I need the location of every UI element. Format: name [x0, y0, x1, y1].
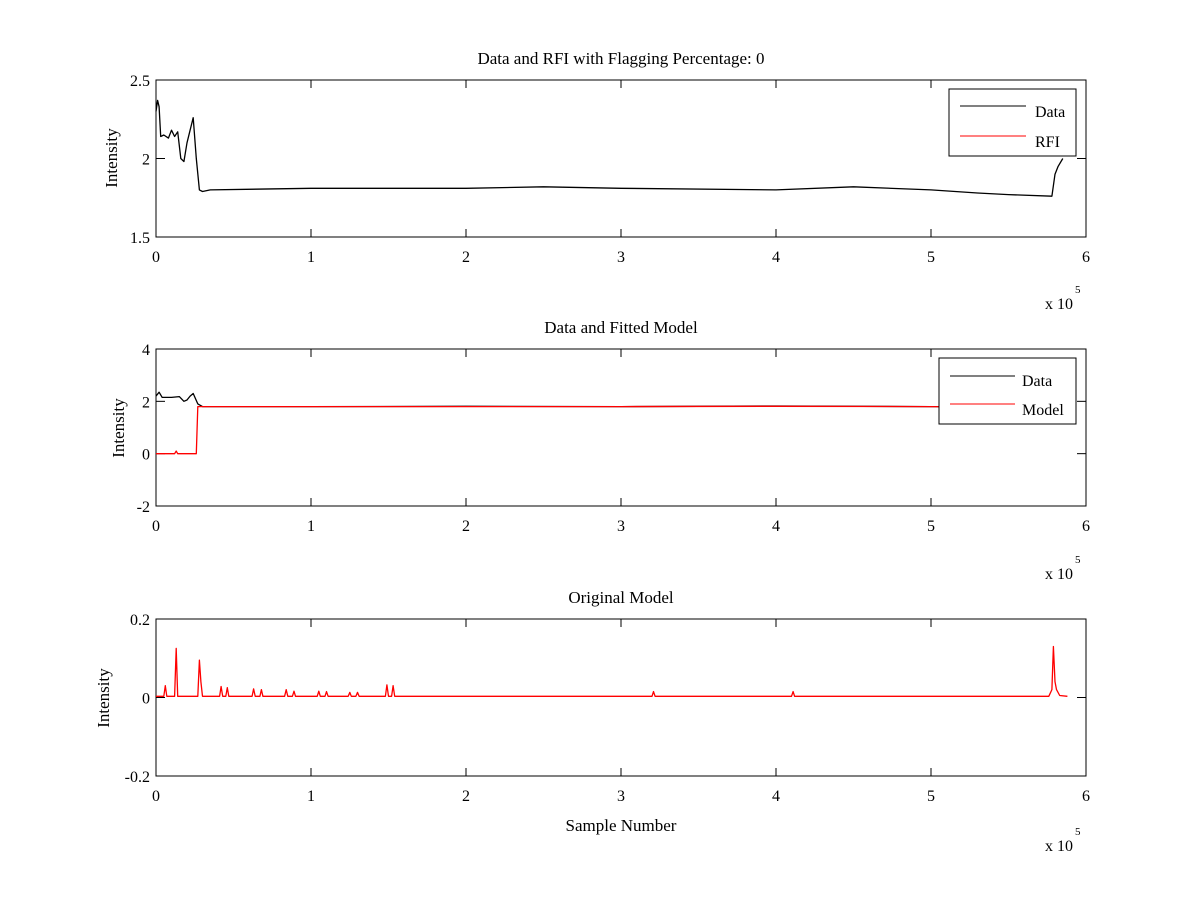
subplot-1-xtick-label: 4 [772, 249, 780, 266]
subplot-3-xtick-label: 1 [307, 788, 315, 805]
subplot-1-ticks: 0 1 2 3 4 5 6 1.5 2 2.5 [130, 73, 1090, 266]
subplot-3-xtick-label: 4 [772, 788, 780, 805]
subplot-2-xtick-label: 6 [1082, 518, 1090, 535]
subplot-3-ylabel: Intensity [94, 668, 113, 728]
subplot-1-series [155, 99, 1064, 197]
subplot-3-xtick-label: 5 [927, 788, 935, 805]
subplot-2-series-model-line [156, 405, 1052, 455]
subplot-2-ytick-label: -2 [137, 499, 150, 516]
subplot-2-legend-label-model: Model [1022, 402, 1064, 419]
subplot-3-xtick-label: 6 [1082, 788, 1090, 805]
subplot-3-ytick-label: 0.2 [130, 612, 150, 629]
subplot-3-series-original-model-line [156, 645, 1068, 697]
subplot-1-xtick-label: 2 [462, 249, 470, 266]
subplot-1-legend-box [948, 88, 1077, 157]
subplot-3-title: Original Model [568, 588, 674, 607]
subplot-3-x-multiplier-base: x 10 [1045, 838, 1073, 855]
subplot-3-xlabel: Sample Number [566, 816, 677, 835]
subplot-3-xtick-label: 2 [462, 788, 470, 805]
subplot-2-xtick-label: 3 [617, 518, 625, 535]
subplot-2-ylabel: Intensity [109, 398, 128, 458]
subplot-1-ytick-label: 1.5 [130, 230, 150, 247]
subplot-1-xtick-label: 1 [307, 249, 315, 266]
subplot-3-x-multiplier: x 105 [1045, 826, 1081, 855]
subplot-1-legend: Data RFI [948, 88, 1077, 157]
subplot-3: Original Model Intensity Sample Number x… [94, 588, 1090, 855]
subplot-1-series-data-line [155, 99, 1064, 197]
subplot-1-xtick-label: 6 [1082, 249, 1090, 266]
subplot-1-legend-label-rfi: RFI [1035, 134, 1060, 151]
subplot-3-ytick-label: -0.2 [125, 769, 150, 786]
subplot-2-xtick-label: 5 [927, 518, 935, 535]
subplot-2-legend-box [938, 357, 1077, 425]
subplot-3-ticks: 0 1 2 3 4 5 6-0.200.2 [125, 612, 1090, 805]
subplot-2-xtick-label: 0 [152, 518, 160, 535]
subplot-1-title: Data and RFI with Flagging Percentage: 0 [477, 49, 764, 68]
subplot-2-title: Data and Fitted Model [544, 318, 698, 337]
subplot-2-xtick-label: 2 [462, 518, 470, 535]
subplot-3-xtick-label: 0 [152, 788, 160, 805]
subplot-2-ytick-label: 4 [142, 342, 150, 359]
subplot-2-x-multiplier-exponent: 5 [1075, 554, 1081, 566]
subplot-1-ytick-label: 2.5 [130, 73, 150, 90]
subplot-2-xtick-label: 1 [307, 518, 315, 535]
subplot-3-ytick-label: 0 [142, 691, 150, 708]
subplot-1-ytick-label: 2 [142, 152, 150, 169]
subplot-2-ytick-label: 2 [142, 394, 150, 411]
subplot-1-xtick-label: 5 [927, 249, 935, 266]
subplot-1-xtick-label: 3 [617, 249, 625, 266]
subplot-3-xtick-label: 3 [617, 788, 625, 805]
subplot-2-ytick-label: 0 [142, 447, 150, 464]
subplot-2-legend: Data Model [938, 357, 1077, 425]
subplot-1: Data and RFI with Flagging Percentage: 0… [102, 49, 1090, 313]
subplot-2-legend-label-data: Data [1022, 373, 1052, 390]
subplot-1-x-multiplier-base: x 10 [1045, 296, 1073, 313]
subplot-2-x-multiplier: x 105 [1045, 554, 1081, 583]
subplot-3-series [156, 645, 1068, 697]
subplot-1-ylabel: Intensity [102, 128, 121, 188]
subplot-3-x-multiplier-exponent: 5 [1075, 826, 1081, 838]
subplot-2-xtick-label: 4 [772, 518, 780, 535]
subplot-1-x-multiplier: x 105 [1045, 284, 1081, 313]
subplot-2-x-multiplier-base: x 10 [1045, 566, 1073, 583]
subplot-1-x-multiplier-exponent: 5 [1075, 284, 1081, 296]
subplot-1-legend-label-data: Data [1035, 104, 1065, 121]
subplot-1-xtick-label: 0 [152, 249, 160, 266]
